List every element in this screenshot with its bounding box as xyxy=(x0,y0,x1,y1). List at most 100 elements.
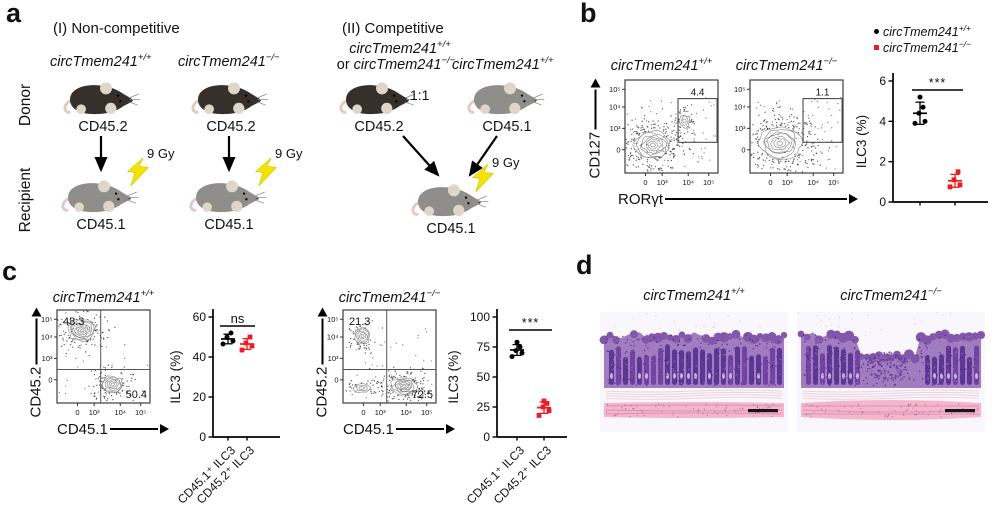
svg-text:0: 0 xyxy=(768,178,772,187)
panel-b-label: b xyxy=(580,0,597,28)
genotype-base: circTmem241 xyxy=(883,41,959,56)
donor-mouse-icon xyxy=(467,80,546,116)
recipient-row-label: Recipient xyxy=(17,167,34,233)
svg-text:1.1: 1.1 xyxy=(816,88,830,99)
svg-text:10⁵: 10⁵ xyxy=(421,408,432,417)
cd451-axis: CD45.1 xyxy=(57,420,169,438)
donor-mouse-icon xyxy=(339,80,418,116)
svg-text:10⁵: 10⁵ xyxy=(609,85,620,94)
svg-text:10³: 10³ xyxy=(657,178,668,187)
svg-text:4.4: 4.4 xyxy=(691,88,705,99)
genotype-title: circTmem241+/+ xyxy=(338,39,462,57)
donor-cd-label: CD45.2 xyxy=(354,119,404,135)
svg-text:10⁴: 10⁴ xyxy=(327,333,339,342)
genotype-sup: +/+ xyxy=(140,288,155,299)
legend-item-ko: circTmem241−/− xyxy=(874,39,972,56)
rorgt-axis-label: RORγt xyxy=(618,190,663,208)
genotype-base: circTmem241 xyxy=(178,53,266,70)
svg-text:50.4: 50.4 xyxy=(126,389,147,401)
black-circle-marker-icon xyxy=(874,29,879,34)
svg-text:ILC3 (%): ILC3 (%) xyxy=(168,350,183,403)
cd452-axis-label: CD45.2 xyxy=(27,366,45,418)
svg-text:2: 2 xyxy=(879,155,886,169)
transplant-arrow xyxy=(222,136,236,173)
genotype-sup: −/− xyxy=(265,52,280,63)
legend: circTmem241+/+ circTmem241−/− xyxy=(874,23,972,56)
scatter-ilc3-b: 0 2 4 6 ILC3 (%) *** xyxy=(854,73,988,209)
recipient-cd-label: CD45.1 xyxy=(76,217,126,233)
genotype-base: circTmem241 xyxy=(735,57,824,74)
svg-text:21.3: 21.3 xyxy=(349,316,370,328)
svg-text:0: 0 xyxy=(643,178,647,187)
axis-line xyxy=(35,318,37,365)
axis-arrowhead-icon xyxy=(590,78,600,88)
genotype-sup: −/− xyxy=(426,288,441,299)
panel-a-label: a xyxy=(6,0,22,28)
svg-text:10³: 10³ xyxy=(735,124,746,133)
axis-line xyxy=(395,428,444,430)
svg-text:10⁵: 10⁵ xyxy=(734,85,745,94)
svg-text:48.3: 48.3 xyxy=(63,316,84,328)
cd127-axis-label: CD127 xyxy=(586,131,604,179)
svg-text:10³: 10³ xyxy=(610,124,621,133)
genotype-sup: +/+ xyxy=(437,39,451,50)
flow-title: circTmem241+/+ xyxy=(599,56,724,74)
ratio-label: 1:1 xyxy=(410,87,430,103)
genotype-sup: −/− xyxy=(928,286,942,297)
genotype-sup: +/+ xyxy=(137,52,152,63)
cd451-axis-label: CD45.1 xyxy=(343,420,394,438)
donor-mouse-icon xyxy=(191,80,270,116)
svg-text:***: *** xyxy=(522,316,540,330)
genotype-sup: −/− xyxy=(441,55,456,66)
axis-arrowhead-icon xyxy=(160,424,169,434)
red-square-marker-icon xyxy=(874,45,879,50)
genotype-base: circTmem241 xyxy=(643,287,732,304)
cd451-axis-label: CD45.1 xyxy=(57,420,108,438)
recipient-mouse-icon xyxy=(411,182,490,218)
svg-text:10⁴: 10⁴ xyxy=(400,408,412,417)
svg-text:0: 0 xyxy=(48,375,52,384)
cd451-axis: CD45.1 xyxy=(343,420,455,438)
histology-title: circTmem241−/− xyxy=(797,286,985,304)
he-histology-image-ko xyxy=(797,311,986,432)
svg-text:ns: ns xyxy=(231,311,245,326)
svg-text:ILC3 (%): ILC3 (%) xyxy=(446,350,461,403)
svg-text:50: 50 xyxy=(477,370,491,384)
flow-plot-b-ko: 0 10³ 10⁴ 10⁵ 0 10³ 10⁴ 10⁵ 1.1 xyxy=(734,79,844,187)
or-prefix: or xyxy=(336,56,354,73)
donor-mouse-icon xyxy=(63,80,142,116)
genotype-base: circTmem241 xyxy=(52,289,141,306)
svg-text:10⁴: 10⁴ xyxy=(807,178,819,187)
svg-text:10³: 10³ xyxy=(89,408,100,417)
transplant-arrow xyxy=(94,136,108,173)
dose-label: 9 Gy xyxy=(147,146,175,161)
svg-text:10⁵: 10⁵ xyxy=(828,178,839,187)
flow-title: circTmem241+/+ xyxy=(41,288,166,306)
donor-cd-label: CD45.2 xyxy=(78,119,128,135)
genotype-sup: −/− xyxy=(823,56,838,67)
svg-text:10⁴: 10⁴ xyxy=(41,333,53,342)
recipient-mouse-icon xyxy=(61,178,140,214)
flow-title: circTmem241−/− xyxy=(327,288,452,306)
panel-d-label: d xyxy=(576,250,593,280)
axis-arrowhead-icon xyxy=(31,307,41,317)
svg-text:10⁴: 10⁴ xyxy=(609,103,621,112)
svg-text:25: 25 xyxy=(477,400,491,414)
svg-text:0: 0 xyxy=(483,430,490,444)
svg-text:10⁵: 10⁵ xyxy=(135,408,146,417)
genotype-base: circTmem241 xyxy=(50,53,138,70)
svg-text:0: 0 xyxy=(334,375,338,384)
genotype-base: circTmem241 xyxy=(840,287,929,304)
svg-text:***: *** xyxy=(929,76,947,90)
genotype-base: circTmem241 xyxy=(883,25,959,40)
svg-text:72.5: 72.5 xyxy=(412,389,433,401)
cd452-axis: CD45.2 xyxy=(27,307,45,418)
recipient-mouse-icon xyxy=(189,178,268,214)
svg-text:0: 0 xyxy=(75,408,79,417)
genotype-base: circTmem241 xyxy=(452,56,540,73)
flow-plot-c-ko: 0 10³ 10⁴ 10⁵ 0 10³ 10⁴ 10⁵ 21.3 72.5 xyxy=(327,309,437,417)
genotype-sup: −/− xyxy=(958,39,972,50)
svg-text:75: 75 xyxy=(477,340,491,354)
svg-text:10⁵: 10⁵ xyxy=(703,178,714,187)
